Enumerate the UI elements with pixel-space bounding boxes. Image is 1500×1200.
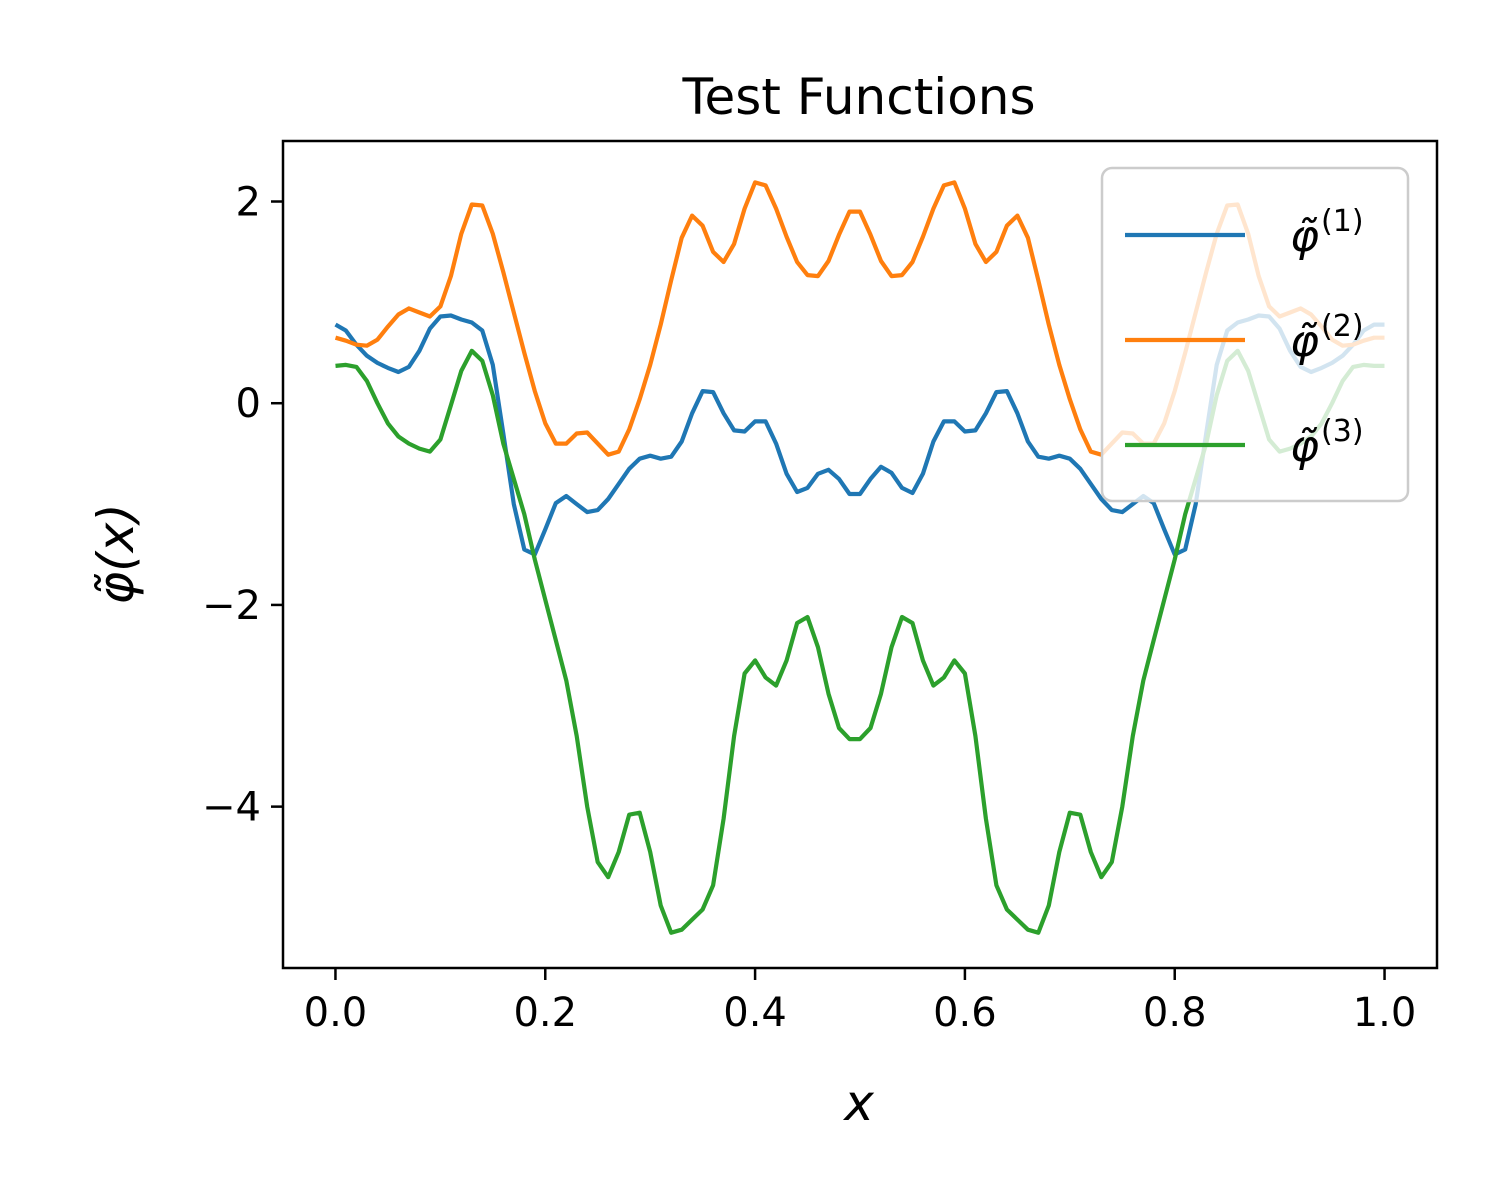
legend-label: φ̃(2)	[1290, 309, 1364, 367]
legend-box	[1100, 166, 1410, 503]
x-axis: 0.0 0.2 0.4 0.6 0.8 1.0	[304, 968, 1417, 1036]
x-tick-label: 1.0	[1353, 990, 1417, 1036]
y-tick-label: 0	[236, 381, 261, 427]
x-axis-label: x	[842, 1074, 874, 1132]
x-tick-label: 0.8	[1143, 990, 1207, 1036]
legend-label: φ̃(1)	[1290, 204, 1364, 262]
y-tick-label: 2	[236, 180, 261, 226]
legend-entry-3: φ̃(3)	[1125, 414, 1364, 472]
y-tick-label: −2	[202, 583, 261, 629]
x-tick-label: 0.4	[723, 990, 787, 1036]
legend-entry-2: φ̃(2)	[1125, 309, 1364, 367]
x-tick-label: 0.2	[513, 990, 577, 1036]
y-tick-label: −4	[202, 785, 261, 831]
legend: φ̃(1) φ̃(2) φ̃(3)	[1100, 166, 1410, 503]
chart-title: Test Functions	[681, 68, 1035, 126]
legend-label: φ̃(3)	[1290, 414, 1364, 472]
y-axis: 2 0 −2 −4	[202, 180, 283, 831]
x-tick-label: 0.0	[304, 990, 368, 1036]
plot-frame	[281, 139, 1439, 970]
y-axis-label: φ̃(x)	[87, 503, 145, 605]
legend-entry-1: φ̃(1)	[1125, 204, 1364, 262]
x-tick-label: 0.6	[933, 990, 997, 1036]
